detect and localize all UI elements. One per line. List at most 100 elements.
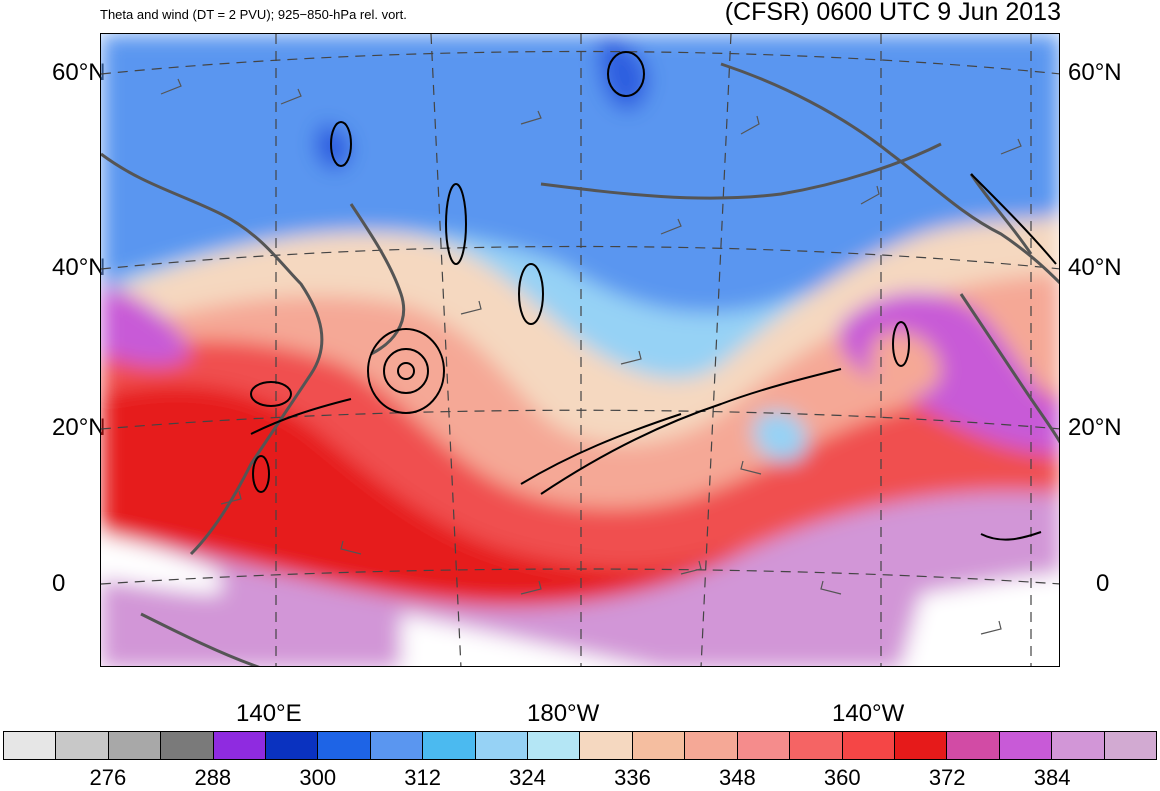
- colorbar-tick-label: 276: [89, 765, 127, 790]
- mild-pocket: [869, 331, 941, 398]
- colorbar-swatch: [213, 732, 267, 759]
- alaska-coastline: [720, 62, 1059, 285]
- wind-barb: [680, 560, 702, 575]
- vorticity-contour: [518, 263, 544, 325]
- vorticity-band: [980, 531, 1042, 541]
- wind-barb: [740, 460, 762, 475]
- lon-label-140e: 140°E: [236, 700, 302, 727]
- wind-barb: [280, 88, 302, 105]
- colorbar: [3, 731, 1157, 760]
- vorticity-contours: [250, 51, 1057, 541]
- colorbar-swatch: [685, 732, 738, 759]
- cold-airmass: [101, 34, 1059, 313]
- lon-label-180w: 180°W: [527, 700, 600, 727]
- cold-pocket: [314, 124, 352, 170]
- wind-barb: [660, 218, 682, 235]
- colorbar-swatch: [108, 732, 162, 759]
- colorbar-tick-label: 348: [719, 765, 756, 790]
- wind-barb: [740, 115, 760, 135]
- wind-barb: [1000, 138, 1022, 155]
- asia-coastline: [101, 152, 324, 556]
- vorticity-band: [520, 413, 682, 485]
- canada-coastline: [969, 173, 1033, 255]
- colorbar-swatch: [528, 732, 581, 759]
- vorticity-band: [970, 173, 1057, 265]
- colorbar-swatch: [842, 732, 895, 759]
- wind-barb: [980, 620, 1002, 635]
- vorticity-contour: [250, 381, 292, 407]
- lat-label-eq-right: 0: [1096, 570, 1110, 597]
- wind-barb: [520, 110, 542, 125]
- map-panel: [100, 33, 1060, 667]
- vorticity-contour: [367, 328, 445, 414]
- colorbar-swatch: [1052, 732, 1105, 759]
- mild-pocket: [753, 411, 807, 462]
- lat-label-40n-right: 40°N: [1068, 254, 1122, 281]
- wind-barbs: [160, 78, 1022, 635]
- colorbar-swatch: [580, 732, 633, 759]
- wind-barb: [160, 78, 182, 95]
- missing-data: [901, 574, 1059, 666]
- tropical-airmass-west: [101, 284, 191, 366]
- colorbar-tick-label: 312: [404, 765, 441, 790]
- colorbar-tick-label: 288: [194, 765, 232, 790]
- colorbar-tick-label: 372: [928, 765, 966, 790]
- map-subtitle: Theta and wind (DT = 2 PVU); 925−850-hPa…: [100, 7, 407, 22]
- colorbar-tick-label: 324: [509, 765, 546, 790]
- wind-barb: [520, 580, 542, 595]
- lon-label-140w: 140°W: [832, 700, 905, 727]
- vorticity-contour: [252, 455, 270, 493]
- indonesia-coastline: [140, 612, 260, 666]
- us-westcoast: [959, 293, 1059, 444]
- lat-label-60n-right: 60°N: [1068, 59, 1122, 86]
- colorbar-swatch: [318, 732, 371, 759]
- wind-barb: [220, 490, 242, 505]
- colorbar-swatch: [737, 732, 791, 759]
- graticule: [101, 34, 1059, 666]
- colorbar-tick-label: 360: [823, 765, 861, 790]
- colorbar-swatch: [947, 732, 1000, 759]
- vorticity-band: [250, 398, 352, 435]
- lat-label-20n-left: 20°N: [52, 414, 106, 441]
- missing-data: [401, 614, 650, 666]
- colorbar-swatch: [266, 732, 319, 759]
- vorticity-contour: [892, 321, 910, 367]
- wind-barb: [620, 350, 642, 365]
- colorbar-swatch: [56, 732, 109, 759]
- colorbar-swatch: [475, 732, 529, 759]
- aleutian-coastline: [540, 142, 942, 200]
- coastlines: [101, 62, 1059, 666]
- map-title: (CFSR) 0600 UTC 9 Jun 2013: [724, 0, 1061, 26]
- lat-label-40n-left: 40°N: [52, 254, 106, 281]
- colorbar-swatch: [632, 732, 686, 759]
- tropical-airmass: [101, 491, 1059, 666]
- theta-map: [101, 34, 1059, 666]
- wind-barb: [340, 540, 362, 555]
- colorbar-tick-label: 300: [299, 765, 337, 790]
- colorbar-swatch: [423, 732, 476, 759]
- colorbar-swatch: [790, 732, 843, 759]
- vorticity-contour: [397, 362, 415, 380]
- colorbar-tick-label: 336: [614, 765, 651, 790]
- colorbar-tick-label: 384: [1033, 765, 1071, 790]
- colorbar-swatch: [1104, 732, 1156, 759]
- colorbar-swatch: [4, 732, 57, 759]
- wind-barb: [820, 580, 842, 595]
- lat-label-20n-right: 20°N: [1068, 414, 1122, 441]
- colorbar-swatch: [894, 732, 948, 759]
- wind-barb: [460, 300, 482, 315]
- vorticity-contour: [607, 51, 645, 97]
- colorbar-swatch: [370, 732, 424, 759]
- vorticity-band: [540, 368, 842, 495]
- longitude-line: [430, 34, 462, 666]
- colorbar-swatch: [161, 732, 214, 759]
- longitude-line: [700, 34, 732, 666]
- vorticity-contour: [383, 348, 429, 394]
- japan-coastline: [349, 203, 406, 356]
- wind-barb: [860, 185, 880, 205]
- lat-label-60n-left: 60°N: [52, 59, 106, 86]
- lat-label-eq-left: 0: [52, 570, 66, 597]
- colorbar-swatch: [999, 732, 1053, 759]
- vorticity-contour: [445, 183, 467, 265]
- vorticity-contour: [330, 121, 352, 167]
